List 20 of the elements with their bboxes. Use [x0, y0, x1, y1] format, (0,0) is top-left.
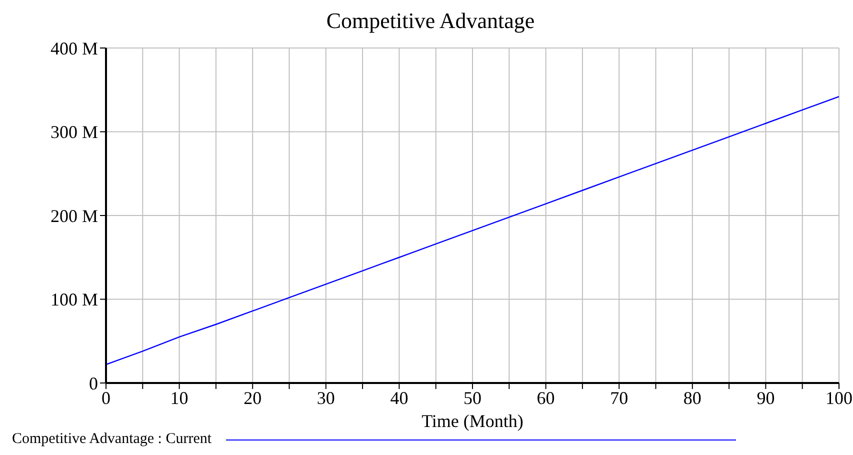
line-series	[106, 96, 839, 366]
x-tick-label: 40	[390, 388, 408, 408]
x-tick-label: 20	[244, 388, 262, 408]
x-tick-label: 60	[536, 388, 555, 408]
x-tick-label: 50	[464, 388, 482, 408]
x-axis-title: Time (Month)	[422, 411, 524, 431]
x-tick-label: 30	[316, 388, 335, 408]
chart-title: Competitive Advantage	[325, 8, 536, 35]
x-tick-label: 0	[102, 388, 110, 408]
x-tick-label: 80	[683, 388, 702, 408]
y-tick-label: 200 M	[50, 206, 98, 226]
y-tick-label: 100 M	[50, 290, 98, 310]
x-tick-label: 10	[170, 388, 188, 408]
y-tick-label: 400 M	[50, 38, 98, 58]
x-tick-label: 70	[610, 388, 628, 408]
x-tick-label: 100	[826, 388, 852, 408]
y-tick-label: 300 M	[50, 122, 98, 142]
y-tick-label: 0	[89, 373, 98, 394]
text: Competitive Advantage : Current	[12, 431, 212, 448]
x-tick-label: 90	[756, 388, 775, 408]
